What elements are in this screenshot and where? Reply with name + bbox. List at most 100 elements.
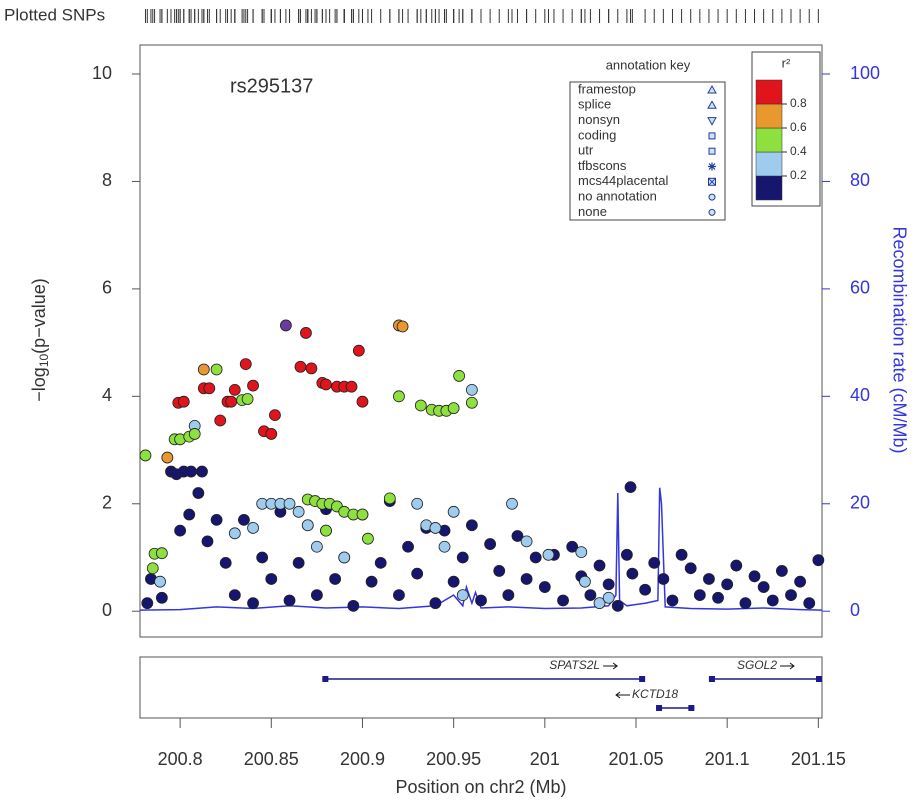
y2-tick-label: 40 xyxy=(850,385,870,405)
snp-point xyxy=(225,395,238,408)
r2-tick-label: 0.2 xyxy=(790,168,807,182)
r2-swatch xyxy=(755,175,783,201)
snp-point xyxy=(383,492,396,505)
annotation-symbol xyxy=(708,177,716,186)
annotation-key-entry: utr xyxy=(578,143,594,158)
snp-point xyxy=(593,559,606,572)
snp-point xyxy=(239,358,252,370)
snp-point xyxy=(812,554,825,567)
y-tick-label: 10 xyxy=(92,63,112,83)
snp-point xyxy=(684,562,697,575)
x-tick-label: 200.9 xyxy=(340,749,385,769)
snp-point xyxy=(300,327,312,339)
snp-point xyxy=(456,551,469,564)
snp-point xyxy=(611,599,624,612)
snp-point xyxy=(362,532,374,545)
snp-point xyxy=(161,451,174,464)
snp-point xyxy=(139,449,152,462)
snp-point xyxy=(748,570,761,583)
annotation-key-entry: mcs44placental xyxy=(578,173,668,188)
annotation-symbol xyxy=(708,162,716,171)
x-tick-label: 200.8 xyxy=(158,749,203,769)
snp-point xyxy=(447,505,460,518)
snp-point xyxy=(356,395,369,408)
snp-point xyxy=(365,575,378,588)
snp-point xyxy=(393,589,405,601)
y2-tick-label: 80 xyxy=(850,170,870,190)
annotation-key-title: annotation key xyxy=(606,57,691,72)
snp-point xyxy=(584,589,597,601)
y-label-part: −log xyxy=(29,367,49,402)
annotation-key-entry: framestop xyxy=(578,81,636,96)
r2-tick-label: 0.8 xyxy=(790,96,807,110)
snp-point xyxy=(347,599,360,612)
snp-point xyxy=(201,535,214,548)
annotation-key-entry: none xyxy=(578,204,607,219)
snp-point xyxy=(447,575,460,588)
annotation-symbol xyxy=(708,193,716,201)
annotation-symbol xyxy=(707,100,717,109)
x-tick-label: 200.95 xyxy=(426,749,481,769)
snp-point xyxy=(493,565,506,577)
snp-point xyxy=(648,556,661,569)
y-tick-label: 8 xyxy=(102,170,112,190)
y2-tick-label: 60 xyxy=(850,278,870,298)
snp-point xyxy=(675,548,688,561)
snp-point xyxy=(301,519,314,532)
snp-point xyxy=(502,589,515,601)
snp-point xyxy=(141,597,154,610)
snp-point xyxy=(730,559,743,572)
snp-point xyxy=(214,414,227,427)
gene-frame xyxy=(139,656,823,719)
snp-point xyxy=(210,513,223,526)
snp-point xyxy=(465,396,478,409)
snp-point xyxy=(766,594,779,607)
x-tick-label: 201.05 xyxy=(608,749,663,769)
snp-point xyxy=(177,395,190,408)
r2-swatch xyxy=(755,103,783,129)
gene-exon xyxy=(322,676,329,682)
snp-point xyxy=(279,319,292,332)
snp-point xyxy=(575,546,588,559)
snp-point xyxy=(197,363,210,376)
annotation-symbol xyxy=(707,84,717,94)
gene-arrow xyxy=(615,691,631,699)
snp-point xyxy=(429,597,442,610)
snp-point xyxy=(329,573,342,585)
r2-tick-label: 0.6 xyxy=(790,120,807,134)
snp-point xyxy=(283,594,296,607)
snp-point xyxy=(566,540,579,553)
snp-point xyxy=(721,578,734,591)
snp-point xyxy=(183,508,196,521)
snp-point xyxy=(393,390,405,403)
snp-point xyxy=(294,360,307,373)
snp-point xyxy=(146,562,159,575)
snp-point xyxy=(639,583,652,596)
snp-point xyxy=(626,567,639,580)
r2-swatch xyxy=(755,151,783,177)
snp-point xyxy=(247,379,259,392)
snp-point xyxy=(256,551,269,564)
annotation-symbol xyxy=(708,208,716,216)
snp-point xyxy=(154,575,166,588)
snp-point xyxy=(411,567,424,580)
snp-point xyxy=(666,594,679,607)
gene-label: KCTD18 xyxy=(632,687,678,701)
snp-point xyxy=(475,594,487,607)
snp-point xyxy=(620,548,633,561)
gene-label: SGOL2 xyxy=(737,658,777,672)
snp-point xyxy=(185,465,197,478)
y-axis-label: −log10(p−value) xyxy=(29,278,51,401)
snp-point xyxy=(794,575,807,588)
snp-point xyxy=(624,481,637,494)
snp-point xyxy=(374,556,387,569)
gene-exon xyxy=(656,705,663,711)
snp-point xyxy=(155,591,168,604)
snp-point xyxy=(352,344,365,357)
snp-point xyxy=(538,581,551,593)
snp-point xyxy=(511,530,524,542)
snp-point xyxy=(739,597,752,610)
gene-exon xyxy=(639,676,646,682)
snp-point xyxy=(579,575,591,588)
snp-point xyxy=(228,383,241,396)
